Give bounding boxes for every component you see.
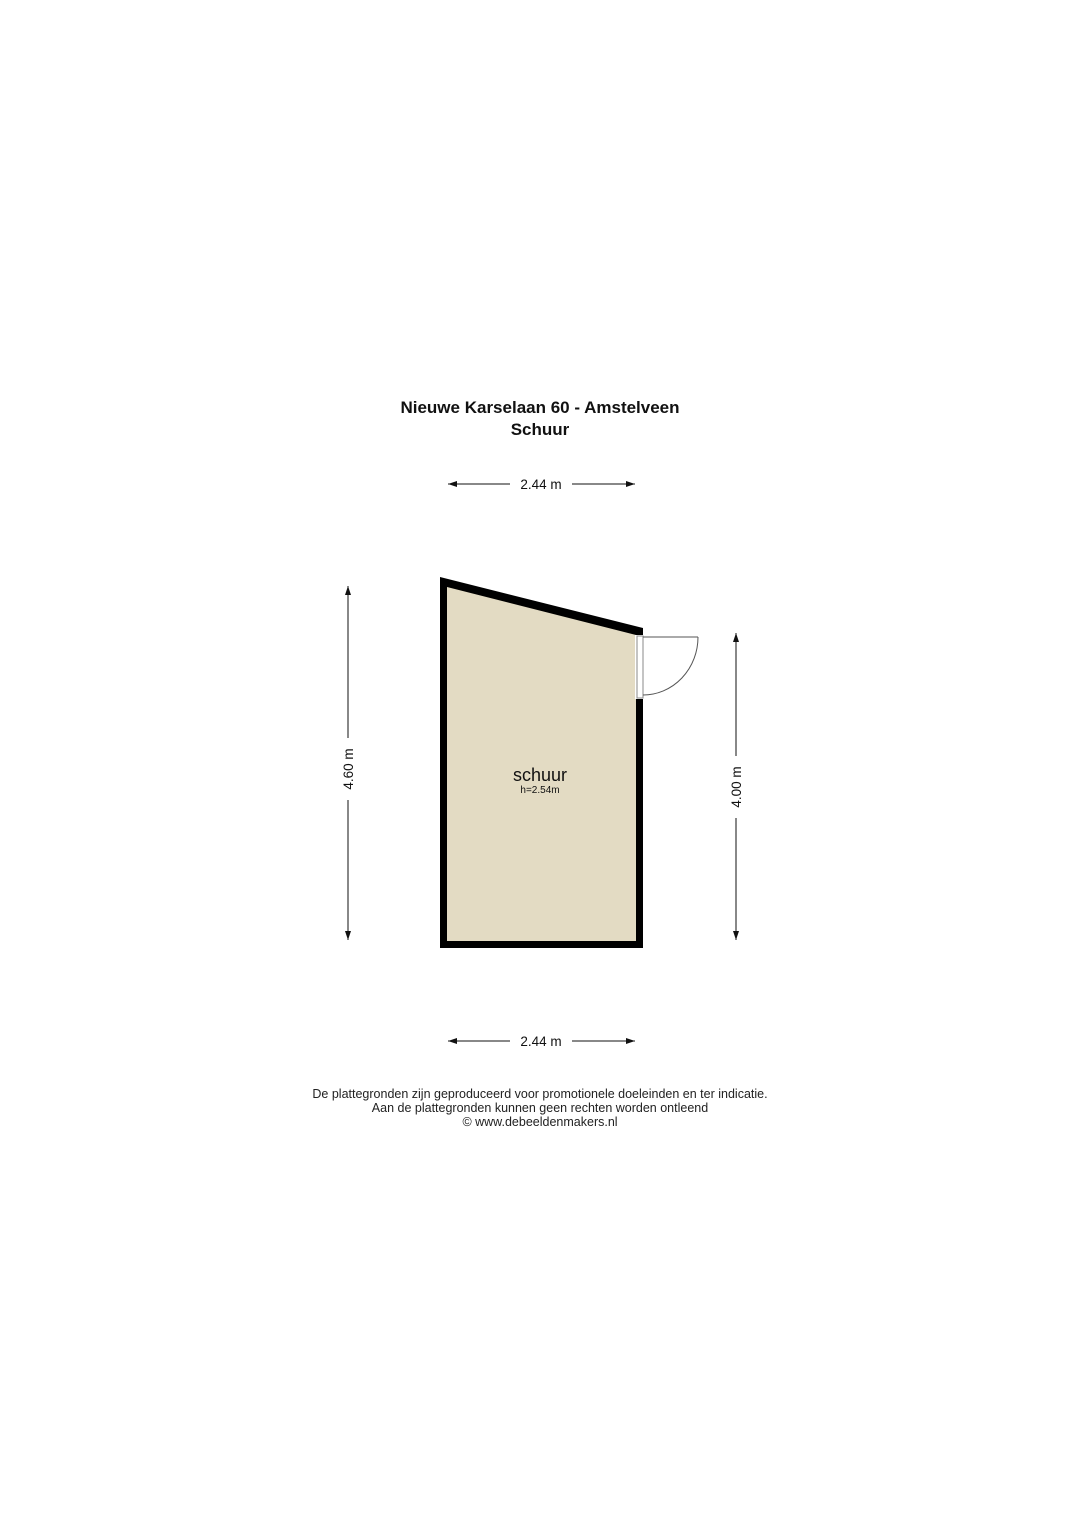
plan-floor: Schuur (510, 420, 570, 439)
dimension-bottom: 2.44 m (448, 1034, 635, 1049)
room-label: schuur (513, 765, 567, 785)
door-frame (636, 635, 644, 699)
disclaimer-line-1: De plattegronden zijn geproduceerd voor … (312, 1087, 768, 1101)
disclaimer-line-2: Aan de plattegronden kunnen geen rechten… (371, 1101, 709, 1115)
copyright: © www.debeeldenmakers.nl (462, 1115, 618, 1129)
room-height: h=2.54m (520, 785, 559, 796)
dimension-bottom-label: 2.44 m (520, 1034, 561, 1049)
dimension-right: 4.00 m (729, 633, 744, 940)
dimension-top-label: 2.44 m (520, 477, 561, 492)
dimension-top: 2.44 m (448, 477, 635, 492)
plan-address: Nieuwe Karselaan 60 - Amstelveen (400, 398, 680, 417)
room-floor-schuur (447, 587, 636, 941)
door-opening (635, 635, 645, 699)
dimension-left-label: 4.60 m (341, 748, 356, 789)
dimension-left: 4.60 m (341, 586, 356, 940)
disclaimer: De plattegronden zijn geproduceerd voor … (0, 1087, 1080, 1129)
dimension-right-label: 4.00 m (729, 766, 744, 807)
door-swing-arc (642, 636, 699, 696)
